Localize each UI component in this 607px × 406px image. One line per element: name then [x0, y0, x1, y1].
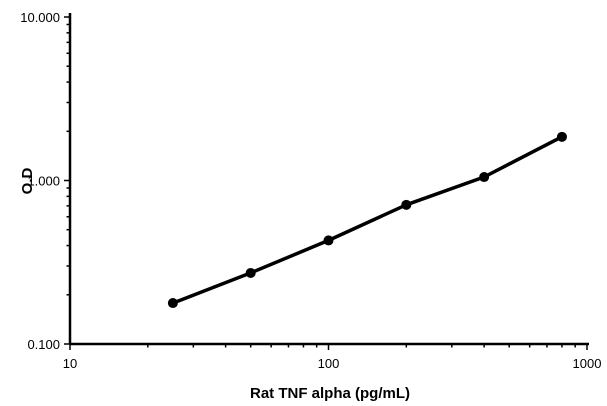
y-tick-label: 10.000 — [20, 10, 60, 25]
tick-marks — [64, 16, 588, 350]
data-point — [323, 235, 334, 246]
data-point — [167, 298, 178, 309]
data-point — [479, 172, 490, 183]
series-group — [167, 131, 567, 309]
data-point — [245, 267, 256, 278]
tick-labels: 0.100 1.000 10.000 10 100 1000 — [20, 10, 601, 371]
x-tick-label: 100 — [318, 356, 340, 371]
y-tick-label: 0.100 — [27, 337, 60, 352]
y-axis-title: O.D — [19, 168, 36, 195]
series-line — [172, 135, 563, 305]
data-point — [401, 199, 412, 210]
y-tick-label: 1.000 — [27, 174, 60, 189]
x-tick-label: 1000 — [573, 356, 602, 371]
x-axis-title: Rat TNF alpha (pg/mL) — [250, 385, 410, 402]
data-point — [556, 131, 567, 142]
axes — [68, 13, 589, 346]
x-tick-label: 10 — [63, 356, 77, 371]
